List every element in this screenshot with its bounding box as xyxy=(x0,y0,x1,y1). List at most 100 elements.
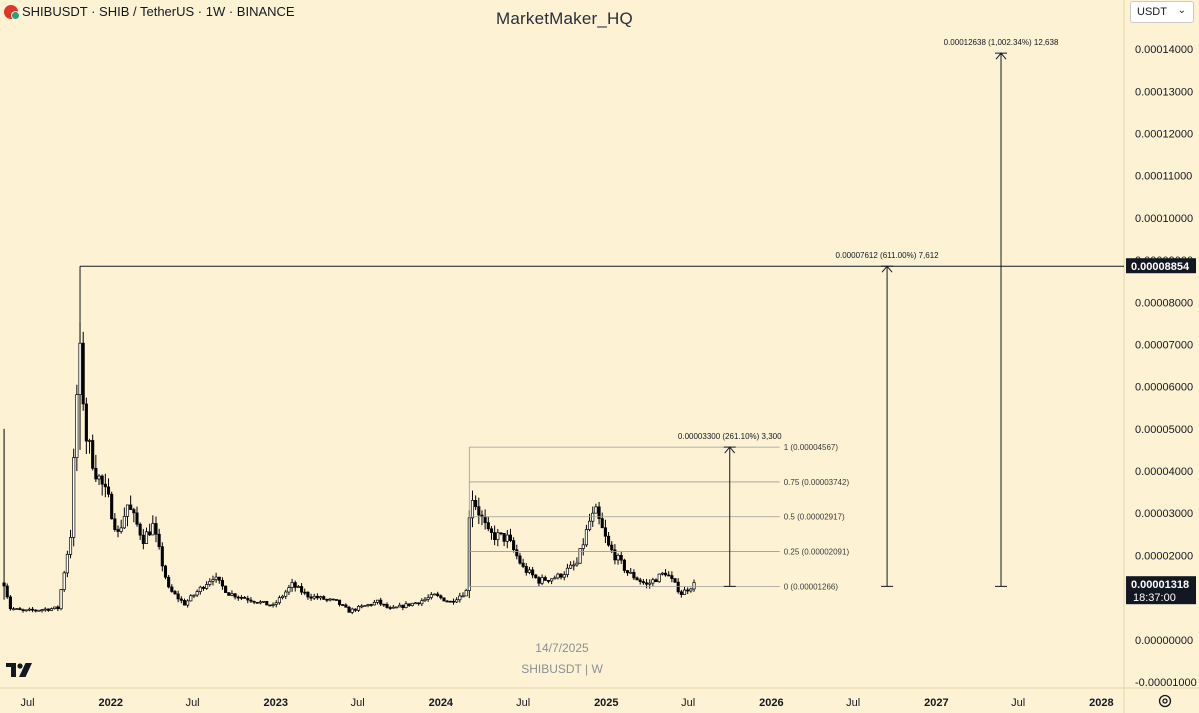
candle-body xyxy=(249,599,253,602)
candle-body xyxy=(91,440,95,469)
candle-body xyxy=(170,586,174,592)
candle-body xyxy=(154,523,158,535)
candle-body xyxy=(581,544,585,549)
candle-body xyxy=(100,475,104,485)
candle-body xyxy=(616,555,620,561)
candle-body xyxy=(641,581,645,584)
fib-level-label: 0 (0.00001266) xyxy=(784,582,839,591)
candle-body xyxy=(12,608,16,611)
currency-select[interactable]: USDT ⌄ xyxy=(1130,1,1194,23)
candle-body xyxy=(306,591,310,598)
candle-body xyxy=(347,606,351,613)
candle-body xyxy=(493,532,497,541)
candle-body xyxy=(524,566,528,573)
candle-body xyxy=(53,606,57,609)
candle-body xyxy=(597,506,601,519)
candle-body xyxy=(413,602,418,605)
candle-body xyxy=(34,609,38,612)
candle-body xyxy=(8,596,12,610)
candle-body xyxy=(277,597,281,604)
x-tick-label: 2026 xyxy=(759,697,783,709)
candle-body xyxy=(18,608,22,611)
candle-body xyxy=(113,518,117,530)
candle-body xyxy=(62,572,66,590)
candle-body xyxy=(265,600,269,606)
y-tick-label: 0.00011000 xyxy=(1135,171,1192,183)
candle-body xyxy=(49,608,54,611)
candle-body xyxy=(626,570,630,574)
candle-body xyxy=(338,599,342,605)
candle-body xyxy=(448,600,452,603)
tradingview-logo-icon[interactable] xyxy=(6,663,32,677)
candle-body xyxy=(432,593,437,596)
candle-body xyxy=(379,599,383,605)
candle-body xyxy=(667,574,671,577)
candle-body xyxy=(84,403,88,442)
candle-body xyxy=(546,580,550,582)
y-tick-label: 0.00002000 xyxy=(1135,550,1193,562)
chevron-down-icon: ⌄ xyxy=(1177,5,1186,16)
y-tick-label: 0.00003000 xyxy=(1135,508,1193,520)
candle-body xyxy=(603,527,607,537)
candle-body xyxy=(205,584,209,589)
candle-body xyxy=(410,602,414,606)
candle-body xyxy=(474,500,478,508)
candle-body xyxy=(24,609,28,612)
x-tick-label: Jul xyxy=(21,697,35,709)
candle-body xyxy=(682,589,687,595)
candle-body xyxy=(489,528,494,533)
candle-body xyxy=(423,598,427,602)
candle-body xyxy=(110,493,114,520)
candle-body xyxy=(246,598,250,601)
candle-body xyxy=(391,606,395,609)
settings-gear-icon[interactable] xyxy=(1157,693,1173,709)
candle-body xyxy=(281,595,285,598)
candle-body xyxy=(527,569,531,573)
candle-body xyxy=(201,586,206,589)
candle-body xyxy=(290,582,294,588)
candle-body xyxy=(138,523,142,536)
candle-body xyxy=(420,600,424,605)
candle-body xyxy=(588,520,592,530)
projection-label: 0.00012638 (1,002.34%) 12,638 xyxy=(944,38,1059,47)
y-tick-label: 0.00005000 xyxy=(1135,424,1193,436)
y-tick-label: 0.00010000 xyxy=(1135,213,1193,225)
candle-body xyxy=(401,604,405,609)
candle-body xyxy=(344,604,348,608)
candle-body xyxy=(508,534,513,541)
candle-body xyxy=(151,523,155,536)
candle-body xyxy=(186,600,190,606)
candle-body xyxy=(537,577,541,584)
candle-body xyxy=(72,457,76,538)
candle-body xyxy=(458,595,462,601)
candle-body xyxy=(619,555,623,561)
candle-body xyxy=(426,597,430,600)
candle-body xyxy=(230,593,234,596)
candle-body xyxy=(198,586,202,592)
candle-body xyxy=(81,342,85,405)
x-tick-label: 2028 xyxy=(1089,697,1113,709)
chart-header: SHIBUSDT · SHIB / TetherUS · 1W · BINANC… xyxy=(4,4,295,20)
candle-body xyxy=(496,532,500,541)
candle-body xyxy=(271,604,275,606)
candle-body xyxy=(5,585,9,598)
candle-body xyxy=(600,518,604,529)
candle-body xyxy=(610,544,614,551)
candle-body xyxy=(312,595,316,599)
x-tick-label: Jul xyxy=(846,697,860,709)
candle-body xyxy=(670,575,674,579)
candle-body xyxy=(182,600,187,606)
candle-body xyxy=(2,582,6,587)
candle-body xyxy=(192,594,196,597)
fib-level-label: 0.5 (0.00002917) xyxy=(784,513,845,522)
candle-body xyxy=(284,591,288,597)
candle-body xyxy=(163,565,168,578)
candle-body xyxy=(68,537,73,555)
candle-body xyxy=(673,578,677,583)
candle-body xyxy=(239,597,243,599)
candle-body xyxy=(227,592,231,596)
x-tick-label: 2027 xyxy=(924,697,948,709)
candle-body xyxy=(179,598,183,601)
candle-body xyxy=(122,516,126,529)
